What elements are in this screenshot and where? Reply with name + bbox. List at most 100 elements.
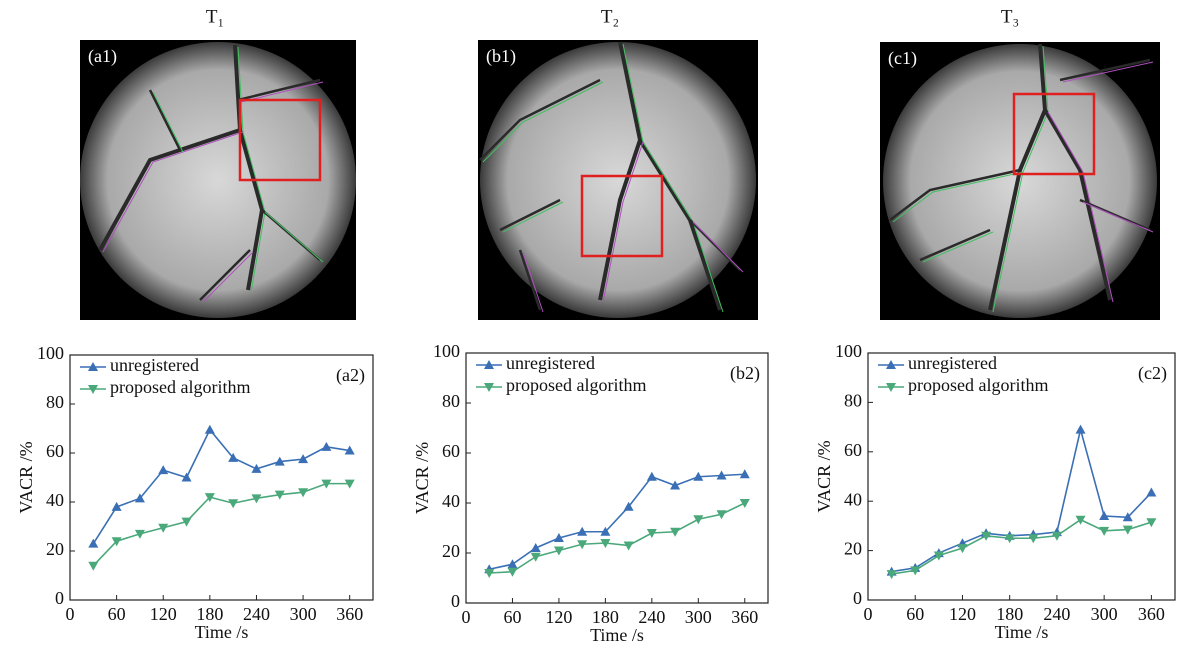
x-tick-label: 0 (864, 604, 873, 624)
y-tick-label: 0 (451, 591, 460, 611)
y-tick-label: 60 (844, 440, 862, 460)
x-tick-label: 240 (1043, 604, 1070, 624)
vessel-overlay (240, 81, 324, 103)
data-point (1075, 515, 1086, 525)
retina-image (883, 44, 1157, 318)
legend-marker (484, 383, 494, 392)
data-point (577, 540, 588, 550)
legend-marker (88, 385, 98, 394)
vessel-overlay (692, 221, 744, 273)
data-point (646, 529, 657, 538)
y-tick-label: 20 (844, 539, 862, 559)
data-point (1004, 534, 1015, 544)
x-axis-label: Time /s (195, 622, 249, 642)
x-tick-label: 60 (503, 607, 521, 627)
region-box (1012, 92, 1096, 176)
legend-label: proposed algorithm (908, 375, 1048, 395)
image-title: T₁ (206, 6, 224, 27)
legend-label: unregistered (908, 353, 997, 373)
panel-label: (c2) (1138, 363, 1167, 384)
data-point (670, 480, 681, 490)
data-point (181, 472, 192, 482)
y-tick-label: 80 (442, 391, 460, 411)
x-tick-label: 120 (949, 604, 976, 624)
data-point (1146, 518, 1157, 528)
retina-image (480, 42, 756, 318)
y-tick-label: 100 (37, 343, 64, 363)
vessel (233, 44, 265, 291)
y-tick-label: 80 (844, 391, 862, 411)
y-axis-label: VACR /% (412, 442, 432, 514)
x-tick-label: 180 (996, 604, 1023, 624)
data-point (181, 517, 192, 527)
vessel (618, 41, 722, 311)
legend-marker (886, 360, 896, 369)
vessel (479, 78, 601, 161)
vessel-overlay (1062, 61, 1154, 83)
image-label: (a1) (88, 46, 117, 67)
vessel-overlay (522, 251, 544, 313)
y-tick-label: 40 (844, 489, 862, 509)
data-point (88, 561, 99, 571)
vessel-overlay (502, 201, 564, 233)
data-point (1028, 534, 1039, 544)
x-tick-label: 300 (685, 607, 712, 627)
region-box (580, 174, 664, 258)
data-point (981, 531, 992, 541)
data-point (693, 471, 704, 481)
data-point (298, 454, 309, 464)
vessel (199, 249, 251, 301)
vessel-overlay (1047, 111, 1114, 303)
vessel-overlay (264, 211, 324, 263)
data-point (1099, 511, 1110, 521)
data-point (716, 510, 727, 520)
data-point (507, 567, 518, 577)
data-point (623, 541, 634, 551)
y-tick-label: 0 (55, 588, 64, 608)
data-point (600, 526, 611, 536)
x-tick-label: 0 (66, 604, 75, 624)
vessel (499, 198, 561, 232)
data-point (507, 559, 518, 569)
x-tick-label: 180 (592, 607, 619, 627)
x-tick-label: 240 (243, 604, 270, 624)
data-point (933, 551, 944, 561)
y-tick-label: 60 (46, 441, 64, 461)
data-point (530, 543, 541, 552)
vessel-overlay (102, 131, 244, 253)
legend-label: unregistered (506, 353, 595, 373)
vessel (689, 219, 741, 271)
data-point (321, 441, 332, 451)
x-tick-label: 60 (108, 604, 126, 624)
vessel (98, 128, 241, 251)
legend-label: proposed algorithm (110, 377, 250, 397)
x-tick-label: 360 (1138, 604, 1165, 624)
image-label: (b1) (486, 46, 516, 67)
data-point (228, 452, 239, 462)
data-point (484, 569, 495, 578)
vessel-overlay (602, 141, 644, 303)
data-point (553, 546, 564, 556)
vessel-overlay (152, 91, 184, 153)
data-point (530, 552, 541, 562)
vessel-overlay (622, 43, 724, 313)
y-tick-label: 100 (835, 341, 862, 361)
x-tick-label: 360 (731, 607, 758, 627)
legend-marker (484, 360, 494, 369)
data-point (204, 424, 215, 434)
x-tick-label: 120 (150, 604, 177, 624)
x-tick-label: 360 (336, 604, 363, 624)
data-point (623, 501, 634, 511)
x-tick-label: 300 (290, 604, 317, 624)
data-point (1122, 512, 1133, 522)
vessel-overlay (202, 251, 254, 303)
region-box (238, 98, 322, 182)
x-tick-label: 60 (906, 604, 924, 624)
data-point (646, 471, 657, 481)
vessel (1079, 198, 1151, 232)
x-tick-label: 240 (638, 607, 665, 627)
vessel (1059, 58, 1151, 82)
data-point (910, 566, 921, 576)
series-line (92, 482, 350, 567)
